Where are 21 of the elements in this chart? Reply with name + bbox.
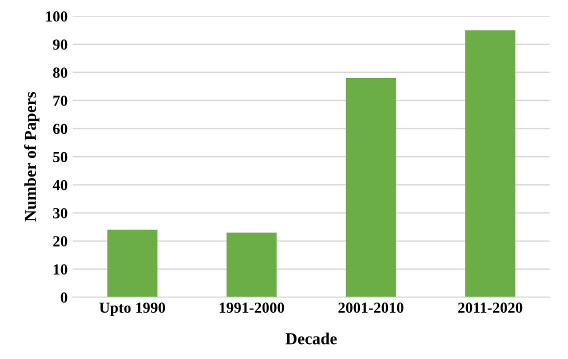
- y-tick-label: 10: [54, 264, 68, 275]
- y-tick-label: 0: [60, 292, 68, 303]
- y-axis-title: Number of Papers: [24, 92, 40, 222]
- y-tick-label: 30: [53, 208, 68, 218]
- x-tick-label: 1991-2000: [220, 302, 284, 313]
- y-tick-label: 50: [53, 152, 68, 162]
- y-tick-label: 90: [52, 39, 68, 50]
- bar: [107, 230, 158, 298]
- bar: [346, 78, 396, 298]
- x-tick-label: 2011-2020: [458, 302, 522, 313]
- y-tick-label: 40: [52, 180, 68, 190]
- x-tick-label: 2001-2010: [338, 302, 404, 313]
- y-tick-label: 80: [53, 68, 68, 78]
- y-tick-label: 60: [53, 124, 68, 134]
- y-tick-label: 100: [46, 11, 68, 22]
- x-tick-label: Upto 1990: [99, 302, 166, 316]
- x-axis-title: Decade: [286, 332, 337, 344]
- y-tick-label: 70: [53, 96, 68, 106]
- bar: [226, 232, 277, 298]
- bar: [465, 30, 516, 298]
- y-tick-label: 20: [53, 236, 68, 246]
